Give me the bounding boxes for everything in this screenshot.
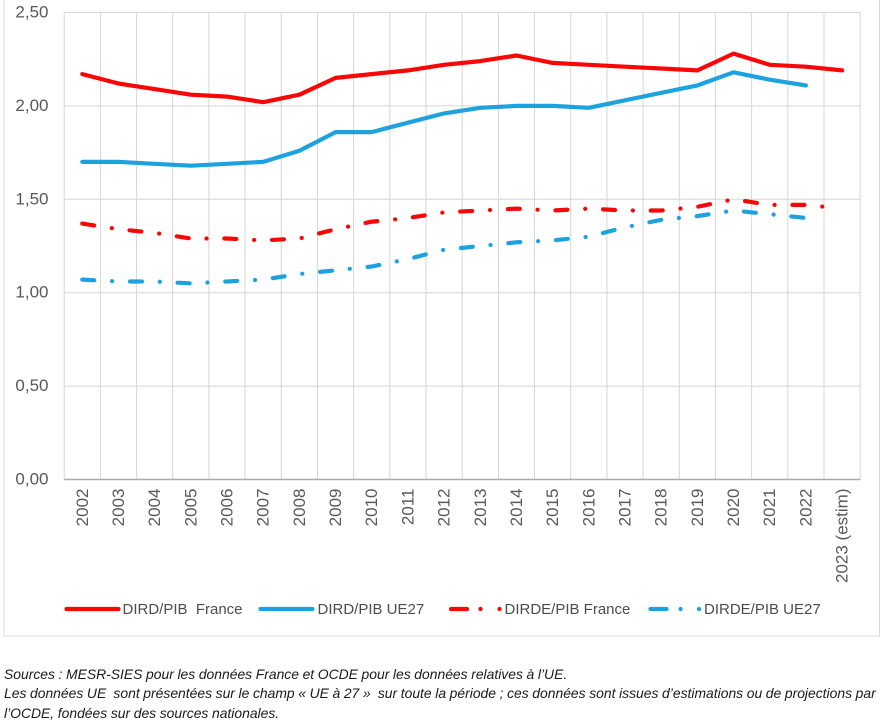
svg-text:2022: 2022 [796,489,815,527]
svg-text:2006: 2006 [218,489,237,527]
svg-text:DIRD/PIB France: DIRD/PIB France [123,601,243,618]
svg-text:0,00: 0,00 [15,470,48,489]
svg-text:2021: 2021 [760,489,779,527]
svg-text:1,00: 1,00 [15,283,48,302]
svg-text:2013: 2013 [471,489,490,527]
svg-text:DIRDE/PIB France: DIRDE/PIB France [505,601,631,618]
svg-text:DIRDE/PIB UE27: DIRDE/PIB UE27 [704,601,821,618]
svg-text:2014: 2014 [507,489,526,527]
svg-text:2,00: 2,00 [15,96,48,115]
svg-text:2016: 2016 [579,489,598,527]
svg-text:2019: 2019 [688,489,707,527]
svg-text:0,50: 0,50 [15,376,48,395]
svg-text:2007: 2007 [254,489,273,527]
svg-text:2012: 2012 [435,489,454,527]
svg-text:2010: 2010 [362,489,381,527]
svg-text:2005: 2005 [181,489,200,527]
svg-text:2008: 2008 [290,489,309,527]
svg-text:2017: 2017 [616,489,635,527]
svg-text:2020: 2020 [724,489,743,527]
svg-text:DIRD/PIB UE27: DIRD/PIB UE27 [318,601,425,618]
svg-text:1,50: 1,50 [15,189,48,208]
svg-text:2018: 2018 [652,489,671,527]
svg-text:2015: 2015 [543,489,562,527]
svg-text:2023 (estim): 2023 (estim) [833,489,852,583]
svg-text:2009: 2009 [326,489,345,527]
svg-text:2003: 2003 [109,489,128,527]
svg-text:2004: 2004 [145,489,164,527]
svg-text:2,50: 2,50 [15,3,48,22]
svg-text:2011: 2011 [398,489,417,526]
svg-text:2002: 2002 [73,489,92,527]
